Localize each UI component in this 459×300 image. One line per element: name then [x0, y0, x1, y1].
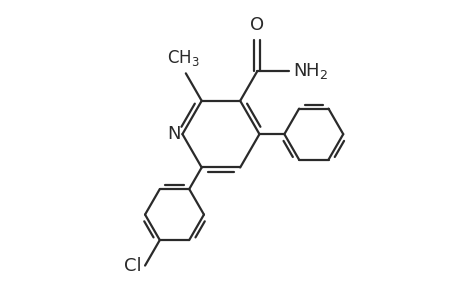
Text: N: N [167, 125, 181, 143]
Text: NH$_2$: NH$_2$ [292, 61, 327, 81]
Text: O: O [250, 16, 263, 34]
Text: CH$_3$: CH$_3$ [167, 48, 200, 68]
Text: Cl: Cl [123, 256, 141, 274]
